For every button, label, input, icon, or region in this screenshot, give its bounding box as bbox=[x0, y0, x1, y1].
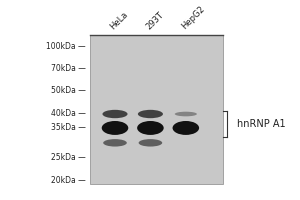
Ellipse shape bbox=[103, 110, 128, 118]
Ellipse shape bbox=[103, 139, 127, 147]
Text: 25kDa —: 25kDa — bbox=[51, 153, 86, 162]
Ellipse shape bbox=[175, 112, 197, 116]
Text: 293T: 293T bbox=[144, 10, 165, 31]
Text: 50kDa —: 50kDa — bbox=[51, 86, 86, 95]
Text: 20kDa —: 20kDa — bbox=[51, 176, 86, 185]
Text: 100kDa —: 100kDa — bbox=[46, 42, 86, 51]
Text: 70kDa —: 70kDa — bbox=[51, 64, 86, 73]
Ellipse shape bbox=[138, 110, 163, 118]
Text: 35kDa —: 35kDa — bbox=[51, 123, 86, 132]
Text: HeLa: HeLa bbox=[109, 10, 130, 31]
Text: hnRNP A1: hnRNP A1 bbox=[238, 119, 286, 129]
Text: HepG2: HepG2 bbox=[179, 5, 206, 31]
Ellipse shape bbox=[139, 139, 162, 147]
Text: 40kDa —: 40kDa — bbox=[51, 109, 86, 118]
Ellipse shape bbox=[102, 121, 128, 135]
Bar bbox=[90, 35, 223, 184]
Ellipse shape bbox=[137, 121, 164, 135]
Ellipse shape bbox=[172, 121, 199, 135]
